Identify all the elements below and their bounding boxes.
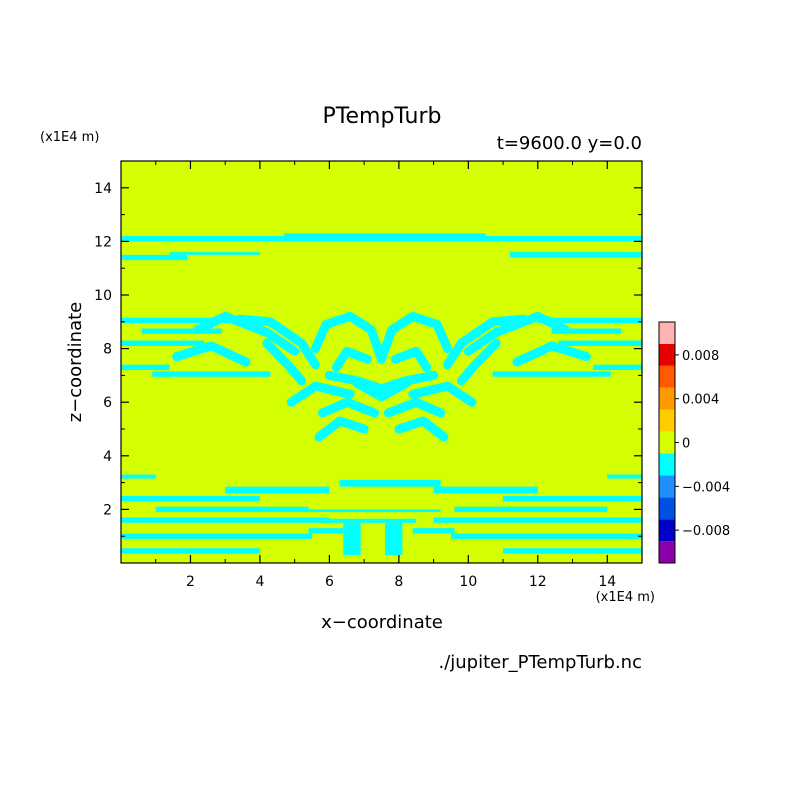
contour-regions — [121, 233, 642, 555]
contour-band — [121, 517, 330, 523]
colorbar-tick-label: 0 — [682, 437, 690, 452]
contour-stroke — [394, 416, 449, 442]
colorbar-swatch — [659, 322, 675, 344]
colorbar-tick-label: −0.004 — [682, 480, 730, 495]
x-tick-label: 6 — [325, 574, 334, 590]
contour-band — [551, 328, 622, 334]
contour-band — [121, 474, 156, 479]
contour-band — [225, 486, 330, 494]
contour-band — [537, 317, 642, 324]
chart-subtitle: t=9600.0 y=0.0 — [497, 133, 642, 154]
colorbar-swatch — [659, 365, 675, 388]
contour-band — [121, 364, 170, 371]
colorbar-swatch — [659, 497, 675, 520]
contour-band — [343, 522, 361, 555]
colorbar-tick-label: −0.008 — [682, 524, 730, 539]
colorbar-swatch — [659, 431, 675, 454]
contour-band — [384, 522, 403, 555]
contour-band — [141, 328, 222, 334]
contour-band — [121, 317, 233, 324]
contour-band — [329, 518, 417, 523]
plot-area — [121, 161, 642, 563]
colorbar-swatch — [659, 409, 675, 432]
y-tick-label: 2 — [103, 502, 112, 518]
contour-band — [510, 252, 642, 258]
contour-stroke — [331, 346, 373, 372]
contour-band — [503, 496, 642, 502]
contour-band — [169, 252, 260, 255]
contour-band — [121, 340, 205, 346]
y-unit-label: (x1E4 m) — [40, 130, 99, 145]
colorbar-tick-label: 0.004 — [682, 393, 719, 408]
x-axis-label: x−coordinate — [321, 612, 443, 633]
x-tick-label: 12 — [529, 574, 547, 590]
y-tick-label: 4 — [103, 449, 112, 465]
colorbar-swatch — [659, 343, 675, 366]
contour-stroke — [463, 311, 571, 356]
y-tick-label: 14 — [94, 181, 112, 197]
x-tick-label: 8 — [394, 574, 403, 590]
contour-band — [284, 233, 486, 237]
x-unit-label: (x1E4 m) — [596, 590, 655, 605]
colorbar-swatch — [659, 541, 675, 563]
x-tick-label: 2 — [186, 574, 195, 590]
contour-stroke — [318, 397, 380, 418]
contour-stroke — [172, 341, 251, 367]
source-file-label: ./jupiter_PTempTurb.nc — [438, 652, 642, 673]
y-axis-label: z−coordinate — [65, 302, 86, 423]
contour-band — [339, 479, 441, 487]
y-tick-label: 12 — [94, 234, 112, 250]
contour-band — [121, 533, 313, 539]
contour-stroke — [377, 311, 452, 364]
x-tick-label: 4 — [255, 574, 264, 590]
contour-stroke — [192, 311, 300, 356]
y-tick-label: 8 — [103, 342, 112, 358]
contour-band — [305, 509, 441, 513]
contour-band — [308, 528, 344, 534]
chart-title: PTempTurb — [323, 104, 442, 129]
colorbar: 0.008 0.004 0 −0.004 −0.008 — [658, 321, 730, 564]
contour-band — [450, 533, 642, 539]
contour-band — [121, 254, 187, 261]
y-tick-label: 6 — [103, 395, 112, 411]
contour-stroke — [408, 381, 477, 407]
contour-band — [433, 517, 642, 523]
colorbar-tick-label: 0.008 — [682, 349, 719, 364]
contour-stroke — [443, 314, 529, 370]
contour-stroke — [314, 416, 369, 442]
contour-band — [121, 548, 260, 554]
contour-stroke — [383, 397, 445, 418]
contour-stroke — [324, 370, 439, 394]
x-tick-label: 10 — [459, 574, 477, 590]
contour-band — [593, 364, 642, 371]
contour-stroke — [390, 346, 432, 372]
contour-stroke — [456, 338, 501, 386]
contour-band — [558, 340, 642, 346]
contour-band — [155, 506, 309, 513]
contour-band — [607, 474, 642, 479]
contour-band — [121, 236, 642, 242]
contour-stroke — [311, 311, 386, 364]
colorbar-swatch — [659, 387, 675, 410]
contour-stroke — [234, 314, 320, 370]
contour-stroke — [512, 341, 591, 367]
contour-band — [454, 506, 608, 513]
contour-band — [121, 496, 260, 502]
colorbar-swatch — [659, 519, 675, 542]
plot-frame — [120, 160, 643, 564]
contour-band — [412, 528, 455, 534]
contour-band — [152, 371, 271, 377]
contour-stroke — [286, 381, 355, 407]
colorbar-swatch — [659, 453, 675, 476]
axes: 2 4 6 8 10 12 14 2 4 6 8 10 12 14 — [94, 160, 643, 590]
contour-band — [503, 548, 642, 554]
y-tick-label: 10 — [94, 288, 112, 304]
colorbar-swatch — [659, 475, 675, 498]
x-tick-label: 14 — [598, 574, 616, 590]
contour-band — [433, 486, 538, 494]
contour-band — [492, 371, 611, 377]
contour-stroke — [262, 338, 307, 386]
